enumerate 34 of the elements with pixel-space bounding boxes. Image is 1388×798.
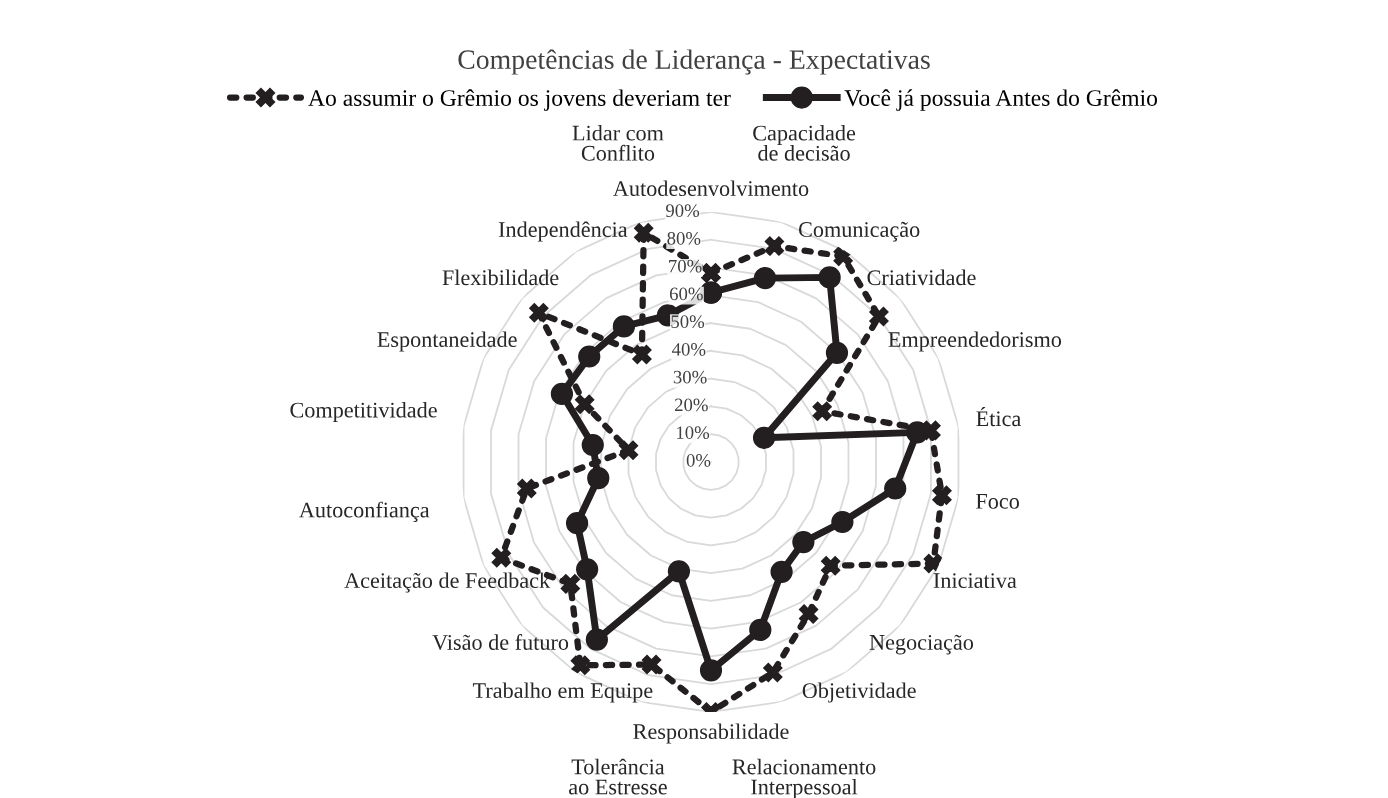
y-tick-label: 30% bbox=[673, 370, 707, 384]
legend-label: Ao assumir o Grêmio os jovens deveriam ter bbox=[308, 89, 731, 111]
spoke-label: Trabalho em Equipe bbox=[472, 682, 653, 703]
spoke-label: Aceitação de Feedback bbox=[344, 572, 551, 593]
spoke-label: Comunicação bbox=[798, 221, 920, 242]
spoke-label: Autodesenvolvimento bbox=[613, 180, 809, 197]
y-tick-label: 60% bbox=[669, 287, 703, 301]
spoke-label: Flexibilidade bbox=[442, 269, 559, 286]
legend-label: Você já possuia Antes do Grêmio bbox=[844, 89, 1158, 111]
spoke-label: Iniciativa bbox=[933, 573, 1017, 589]
spoke-label: Criatividade bbox=[867, 269, 976, 286]
y-tick-label: 90% bbox=[665, 204, 700, 218]
spoke-label: Objetividade bbox=[802, 682, 916, 703]
y-tick-label: 20% bbox=[674, 398, 708, 412]
y-tick-label: 70% bbox=[669, 259, 702, 273]
y-tick-label: 50% bbox=[671, 315, 705, 329]
y-tick-label: 10% bbox=[677, 426, 710, 440]
spoke-label: Empreendedorismo bbox=[888, 331, 1062, 352]
spoke-label: Visão de futuro bbox=[432, 634, 569, 651]
y-tick-label: 0% bbox=[686, 454, 711, 467]
spoke-label: Competitividade bbox=[290, 401, 437, 423]
spoke-label: Capacidade de decisão bbox=[753, 124, 856, 161]
spoke-label: Ética bbox=[976, 407, 1021, 427]
spoke-label: Lidar com Conflito bbox=[572, 124, 664, 161]
spoke-label: Independência bbox=[498, 221, 628, 242]
spoke-label: Foco bbox=[976, 494, 1019, 509]
spoke-label: Autoconfiança bbox=[299, 501, 430, 523]
y-tick-label: 40% bbox=[672, 343, 706, 356]
spoke-label: Negociação bbox=[869, 634, 974, 655]
y-tick-label: 80% bbox=[667, 232, 701, 245]
spoke-label: Tolerância ao Estresse bbox=[569, 758, 667, 795]
spoke-label: Responsabilidade bbox=[633, 723, 789, 744]
spoke-label: Espontaneidade bbox=[377, 331, 517, 352]
chart-title: Competências de Liderança - Expectativas bbox=[458, 49, 930, 75]
